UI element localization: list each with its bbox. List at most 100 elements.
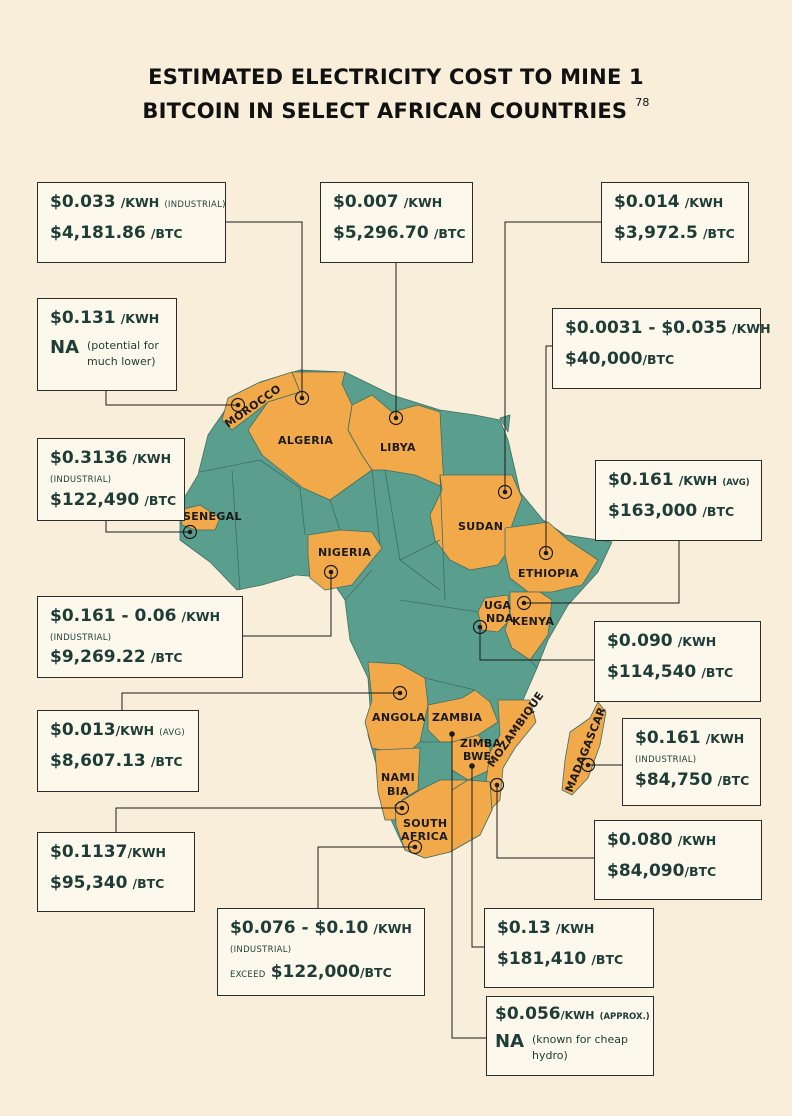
- footnote-marker: 78: [635, 96, 650, 109]
- marker-madagascar: [580, 757, 596, 773]
- callout-zambia: $0.056/KWH (APPROX.) NA (known for cheap …: [486, 996, 654, 1076]
- label-south-africa-2: AFRICA: [401, 830, 448, 843]
- marker-kenya: [516, 595, 532, 611]
- connector-uganda: [479, 627, 594, 661]
- price: $0.090: [607, 631, 673, 651]
- cost-unit: /BTC: [433, 225, 466, 241]
- callout-madagascar: $0.161 /KWH (INDUSTRIAL) $84,750 /BTC: [622, 718, 761, 806]
- cost-unit: /BTC: [591, 951, 624, 967]
- title-line-1: ESTIMATED ELECTRICITY COST TO MINE 1: [148, 65, 644, 89]
- price: $0.080: [607, 830, 673, 850]
- price-unit: /KWH: [115, 723, 155, 738]
- connector-algeria: [225, 221, 303, 398]
- marker-mozambique: [489, 777, 505, 793]
- price: $0.014: [614, 192, 680, 212]
- connector-senegal: [105, 520, 190, 533]
- price-unit: /KWH: [403, 195, 443, 210]
- connector-nigeria: [242, 572, 332, 637]
- price-unit: /KWH: [555, 921, 595, 936]
- cost: $3,972.5: [614, 222, 698, 243]
- connector-zambia: [451, 734, 486, 1039]
- marker-angola: [392, 685, 408, 701]
- price: $0.13: [497, 918, 551, 938]
- price-unit: /KWH: [677, 634, 717, 649]
- price-unit: /KWH: [560, 1009, 595, 1022]
- label-kenya: KENYA: [512, 615, 554, 628]
- callout-ethiopia: $0.0031 - $0.035 /KWH $40,000/BTC: [552, 308, 771, 389]
- marker-south-africa: [407, 839, 423, 855]
- price-unit: /KWH: [677, 833, 717, 848]
- marker-uganda: [472, 619, 488, 635]
- country-borders: [199, 459, 538, 791]
- south-africa-shape: [394, 779, 493, 859]
- marker-namibia: [394, 800, 410, 816]
- price-unit: /KWH: [705, 731, 745, 746]
- cost: $122,490: [50, 490, 140, 511]
- callout-south-africa: $0.076 - $0.10 /KWH (INDUSTRIAL) EXCEED …: [217, 908, 425, 996]
- cost: $84,090: [607, 860, 685, 881]
- label-libya: LIBYA: [380, 441, 416, 454]
- label-nigeria: NIGERIA: [318, 546, 371, 559]
- marker-zambia: [449, 731, 455, 737]
- cost-unit: /BTC: [359, 965, 392, 981]
- zambia-shape: [427, 689, 499, 743]
- marker-dots: [187, 395, 591, 850]
- qualifier: (INDUSTRIAL): [635, 754, 697, 765]
- price-unit: /KWH: [684, 195, 724, 210]
- callout-morocco: $0.131 /KWH NA (potential for much lower): [37, 298, 177, 391]
- price: $0.161: [635, 728, 701, 748]
- cost-unit: /BTC: [132, 875, 165, 891]
- cost-unit: /BTC: [150, 225, 183, 241]
- label-namibia-2: BIA: [387, 785, 409, 798]
- cost: NA: [50, 336, 79, 358]
- price: $0.0031 - $0.035: [565, 318, 727, 338]
- algeria-shape: [247, 371, 373, 501]
- cost-unit: /BTC: [684, 863, 717, 879]
- madagascar-shape: [561, 701, 607, 796]
- marker-morocco: [230, 397, 246, 413]
- cost: $9,269.22: [50, 647, 146, 668]
- callout-sudan: $0.014 /KWH $3,972.5 /BTC: [601, 182, 749, 263]
- cost-unit: /BTC: [702, 503, 735, 519]
- cost: $8,607.13: [50, 750, 146, 771]
- cost: $40,000: [565, 348, 643, 369]
- qualifier: (INDUSTRIAL): [50, 474, 112, 485]
- angola-shape: [364, 661, 429, 756]
- cost-unit: /BTC: [642, 351, 675, 367]
- cost: $5,296.70: [333, 222, 429, 243]
- price: $0.056: [495, 1004, 561, 1024]
- cost: $163,000: [608, 500, 698, 521]
- cost: $84,750: [635, 770, 713, 791]
- connector-zimbabwe: [471, 766, 484, 948]
- title-line-2: BITCOIN IN SELECT AFRICAN COUNTRIES: [142, 99, 628, 123]
- callout-nigeria: $0.161 - 0.06 /KWH (INDUSTRIAL) $9,269.2…: [37, 596, 243, 678]
- connector-sudan: [504, 221, 602, 492]
- callout-algeria: $0.033 /KWH (INDUSTRIAL) $4,181.86 /BTC: [37, 182, 226, 263]
- marker-ethiopia: [538, 545, 554, 561]
- label-uganda-2: NDA: [486, 612, 514, 625]
- price: $0.013: [50, 720, 116, 740]
- cost: NA: [495, 1030, 524, 1052]
- label-zambia: ZAMBIA: [432, 711, 482, 724]
- qualifier: (AVG): [159, 728, 186, 738]
- callout-namibia: $0.1137/KWH $95,340 /BTC: [37, 832, 195, 912]
- price: $0.033: [50, 192, 116, 212]
- price-unit: /KWH: [732, 321, 771, 336]
- qualifier: (AVG): [722, 478, 750, 488]
- label-angola: ANGOLA: [372, 711, 426, 724]
- price-unit: /KWH: [120, 195, 160, 210]
- nigeria-shape: [307, 529, 383, 591]
- price-unit: /KWH: [181, 609, 221, 624]
- price: $0.076 - $0.10: [230, 918, 369, 938]
- cost-unit: /BTC: [150, 753, 183, 769]
- cost-unit: /BTC: [717, 773, 750, 789]
- price-unit: /KWH: [120, 311, 160, 326]
- note: (potential for much lower): [87, 338, 159, 368]
- cost-unit: /BTC: [701, 664, 734, 680]
- callout-zimbabwe: $0.13 /KWH $181,410 /BTC: [484, 908, 654, 988]
- qualifier: (INDUSTRIAL): [50, 632, 112, 643]
- callout-angola: $0.013/KWH (AVG) $8,607.13 /BTC: [37, 710, 199, 792]
- price: $0.3136: [50, 448, 128, 468]
- cost: $181,410: [497, 948, 587, 969]
